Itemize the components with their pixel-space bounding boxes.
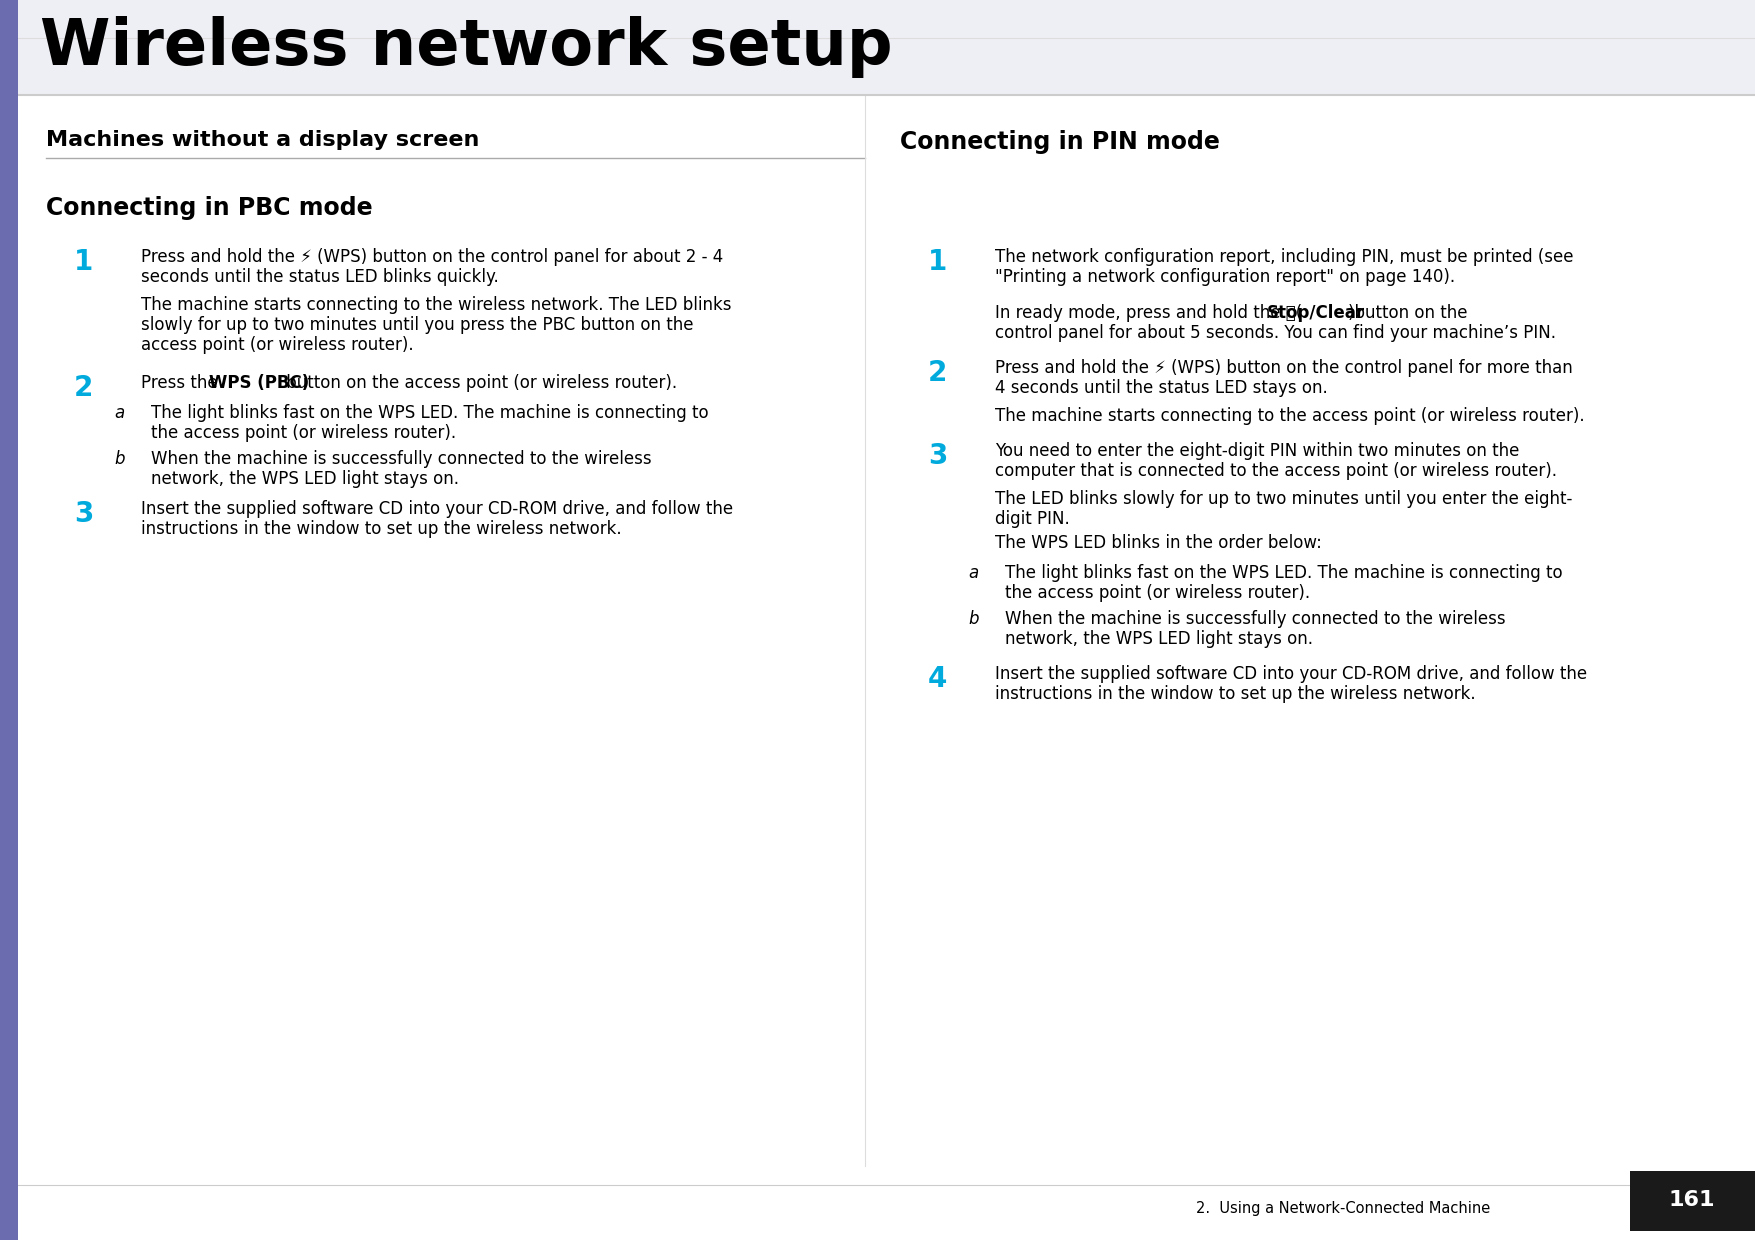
Text: b: b — [969, 610, 979, 627]
Text: The network configuration report, including PIN, must be printed (see: The network configuration report, includ… — [995, 248, 1574, 267]
Text: Connecting in PBC mode: Connecting in PBC mode — [46, 196, 372, 219]
Text: instructions in the window to set up the wireless network.: instructions in the window to set up the… — [995, 684, 1476, 703]
Text: 4: 4 — [928, 665, 948, 693]
Text: the access point (or wireless router).: the access point (or wireless router). — [1006, 584, 1311, 601]
Bar — [18, 0, 1755, 95]
Text: the access point (or wireless router).: the access point (or wireless router). — [151, 424, 456, 441]
Text: 1: 1 — [928, 248, 948, 277]
Text: 4 seconds until the status LED stays on.: 4 seconds until the status LED stays on. — [995, 379, 1329, 397]
Text: The machine starts connecting to the access point (or wireless router).: The machine starts connecting to the acc… — [995, 407, 1585, 425]
Text: control panel for about 5 seconds. You can find your machine’s PIN.: control panel for about 5 seconds. You c… — [995, 324, 1557, 342]
Text: Press the: Press the — [140, 374, 223, 392]
Text: slowly for up to two minutes until you press the PBC button on the: slowly for up to two minutes until you p… — [140, 316, 693, 334]
Text: Wireless network setup: Wireless network setup — [40, 16, 893, 78]
Text: The LED blinks slowly for up to two minutes until you enter the eight-: The LED blinks slowly for up to two minu… — [995, 490, 1572, 508]
Text: access point (or wireless router).: access point (or wireless router). — [140, 336, 414, 353]
Text: "Printing a network configuration report" on page 140).: "Printing a network configuration report… — [995, 268, 1455, 286]
Text: )button on the: )button on the — [1348, 304, 1467, 322]
Text: WPS (PBC): WPS (PBC) — [209, 374, 309, 392]
Text: 3: 3 — [928, 441, 948, 470]
Text: network, the WPS LED light stays on.: network, the WPS LED light stays on. — [151, 470, 460, 489]
Text: The light blinks fast on the WPS LED. The machine is connecting to: The light blinks fast on the WPS LED. Th… — [151, 404, 709, 422]
Text: The WPS LED blinks in the order below:: The WPS LED blinks in the order below: — [995, 534, 1322, 552]
Text: 1: 1 — [74, 248, 93, 277]
Text: 2: 2 — [928, 360, 948, 387]
Text: instructions in the window to set up the wireless network.: instructions in the window to set up the… — [140, 520, 621, 538]
Text: Stop/Clear: Stop/Clear — [1267, 304, 1365, 322]
Text: digit PIN.: digit PIN. — [995, 510, 1071, 528]
Text: button on the access point (or wireless router).: button on the access point (or wireless … — [281, 374, 677, 392]
Text: When the machine is successfully connected to the wireless: When the machine is successfully connect… — [1006, 610, 1506, 627]
Text: The light blinks fast on the WPS LED. The machine is connecting to: The light blinks fast on the WPS LED. Th… — [1006, 564, 1562, 582]
Text: computer that is connected to the access point (or wireless router).: computer that is connected to the access… — [995, 463, 1557, 480]
Text: Insert the supplied software CD into your CD-ROM drive, and follow the: Insert the supplied software CD into you… — [140, 500, 734, 518]
Text: 2.  Using a Network-Connected Machine: 2. Using a Network-Connected Machine — [1195, 1200, 1490, 1215]
Text: Press and hold the ⚡ (WPS) button on the control panel for about 2 - 4: Press and hold the ⚡ (WPS) button on the… — [140, 248, 723, 267]
Text: network, the WPS LED light stays on.: network, the WPS LED light stays on. — [1006, 630, 1313, 649]
Text: seconds until the status LED blinks quickly.: seconds until the status LED blinks quic… — [140, 268, 498, 286]
Text: 161: 161 — [1669, 1190, 1715, 1210]
Bar — [1630, 1171, 1755, 1231]
Text: Connecting in PIN mode: Connecting in PIN mode — [900, 130, 1220, 154]
Text: You need to enter the eight-digit PIN within two minutes on the: You need to enter the eight-digit PIN wi… — [995, 441, 1520, 460]
Text: Press and hold the ⚡ (WPS) button on the control panel for more than: Press and hold the ⚡ (WPS) button on the… — [995, 360, 1572, 377]
Text: In ready mode, press and hold the Ⓧ(: In ready mode, press and hold the Ⓧ( — [995, 304, 1302, 322]
Text: a: a — [114, 404, 125, 422]
Text: a: a — [969, 564, 978, 582]
Text: b: b — [114, 450, 125, 467]
Text: The machine starts connecting to the wireless network. The LED blinks: The machine starts connecting to the wir… — [140, 296, 732, 314]
Text: When the machine is successfully connected to the wireless: When the machine is successfully connect… — [151, 450, 651, 467]
Bar — [0, 0, 18, 1240]
Text: 2: 2 — [74, 374, 93, 402]
Text: 3: 3 — [74, 500, 93, 528]
Text: Machines without a display screen: Machines without a display screen — [46, 130, 479, 150]
Text: Insert the supplied software CD into your CD-ROM drive, and follow the: Insert the supplied software CD into you… — [995, 665, 1587, 683]
